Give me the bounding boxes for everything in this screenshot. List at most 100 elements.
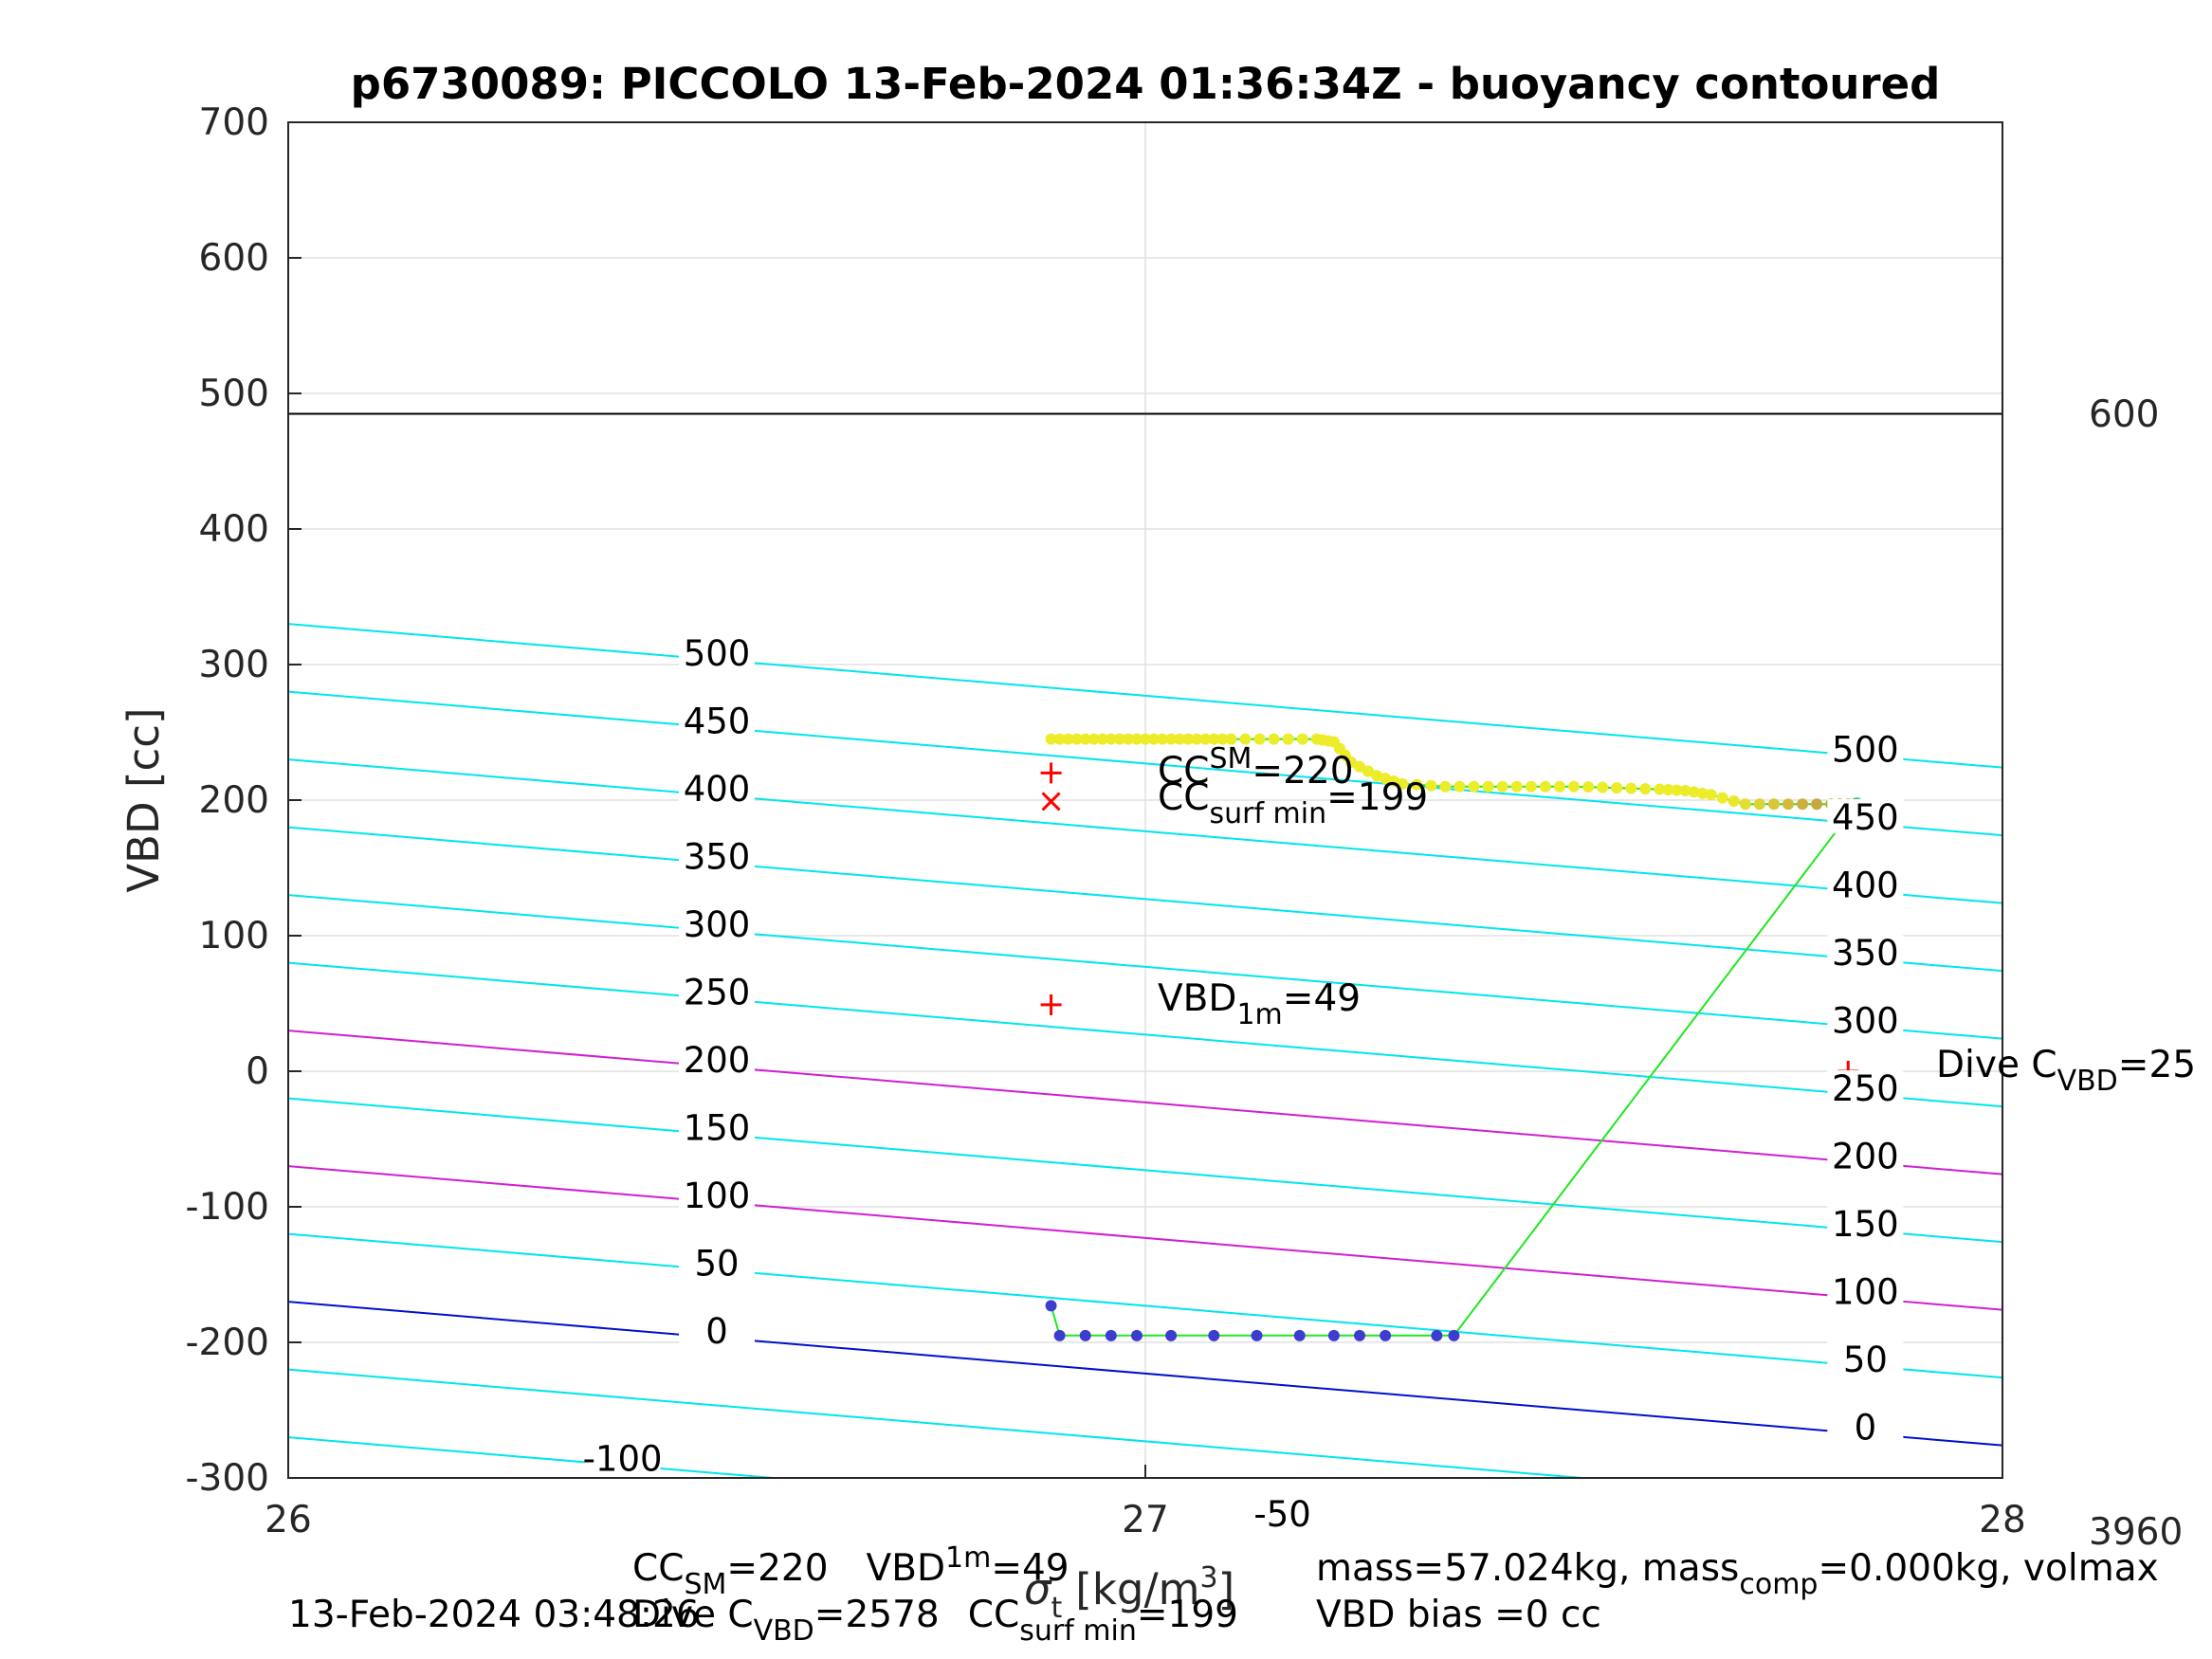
contour-label-right-bg (1827, 935, 1904, 970)
upcast-point (1482, 780, 1494, 793)
footer-line2-dive: Dive CVBD=2578 CCsurf min=199 (632, 1594, 1238, 1648)
upcast-point (1797, 798, 1809, 811)
upcast-point (1662, 784, 1674, 796)
contour-label-left-bg (679, 1312, 755, 1347)
chart-title: p6730089: PICCOLO 13-Feb-2024 01:36:34Z … (351, 59, 1941, 109)
buoyancy-contours (288, 623, 2002, 1478)
contour-label-right-bg (1827, 1138, 1904, 1173)
downcast-point (1045, 1300, 1057, 1312)
upcast-point (1679, 784, 1691, 796)
data-points (1045, 733, 1864, 1341)
contour-label-right-bg (1827, 799, 1904, 834)
upcast-point (1371, 770, 1383, 782)
contour-label-left: 100 (684, 1176, 751, 1216)
downcast-point (1293, 1329, 1306, 1341)
y-tick-label: -300 (185, 1457, 269, 1500)
contour-label-left-bg (679, 770, 755, 805)
upcast-point (1782, 798, 1794, 811)
contour-label-left: 300 (684, 904, 751, 945)
upcast-point (1148, 733, 1161, 745)
downcast-point (1251, 1329, 1263, 1341)
contour-label-right-bg (1827, 1070, 1904, 1105)
x-tick-label: 26 (265, 1499, 312, 1541)
contour-label-right: 0 (1855, 1408, 1877, 1449)
contour-label-left: 450 (684, 701, 751, 741)
contour-label-right: 50 (1843, 1340, 1888, 1380)
y-tick-label: 500 (199, 373, 269, 415)
upcast-point (1282, 733, 1294, 745)
contour-label-left-bg (679, 974, 755, 1009)
contour-label-right: 150 (1832, 1204, 1899, 1245)
footer-line1-right: mass=57.024kg, masscomp=0.000kg, volmax (1316, 1547, 2159, 1601)
downcast-point (1165, 1329, 1178, 1341)
contour-labels: 5004504003503002502001501005005004504003… (583, 633, 1904, 1535)
upcast-point (1296, 733, 1308, 745)
contour-label-left-bg (679, 1176, 755, 1212)
upcast-point (1639, 783, 1652, 795)
cc-surfmin-annotation: CCsurf min=199 (1158, 776, 1428, 830)
upcast-point (1525, 780, 1537, 793)
y-tick-label: 400 (199, 508, 269, 551)
y-tick-label: 0 (246, 1050, 269, 1093)
upcast-point (1568, 780, 1580, 793)
contour-label-left-bg (679, 634, 755, 669)
upcast-point (1753, 798, 1765, 811)
contour-label-left: 500 (684, 633, 751, 674)
upcast-point (1239, 733, 1252, 745)
y-axis-label: VBD [cc] (119, 707, 169, 892)
upcast-point (1225, 733, 1237, 745)
downcast-point (1327, 1329, 1340, 1341)
y-tick-label: 100 (199, 915, 269, 957)
contour-label-right: 500 (1832, 730, 1899, 771)
upcast-point (1208, 733, 1220, 745)
upcast-point (1088, 733, 1100, 745)
contour-label-right: 350 (1832, 933, 1899, 974)
contour-line (288, 894, 2002, 1040)
contour-label-bottom: -100 (583, 1439, 663, 1480)
footer-line2-left: 13-Feb-2024 03:48:26 (288, 1594, 700, 1636)
upcast-point (1611, 782, 1623, 794)
upcast-point (1539, 780, 1551, 793)
y-tick-label: 300 (199, 644, 269, 686)
upcast-point (1397, 777, 1409, 790)
upcast-point (1105, 733, 1117, 745)
contour-label-left-bg (679, 702, 755, 738)
upcast-point (1062, 733, 1074, 745)
contour-label-left: 0 (705, 1311, 728, 1352)
upcast-point (1045, 733, 1057, 745)
upcast-point (1468, 780, 1480, 793)
contour-label-left: 150 (684, 1107, 751, 1148)
contour-label-left-bg (679, 1109, 755, 1144)
upcast-point (1380, 773, 1392, 785)
contour-line (288, 1165, 2002, 1311)
footer-line2-right: VBD bias =0 cc (1316, 1594, 1601, 1636)
contour-label-right-bg (1827, 1002, 1904, 1037)
contour-label-right-bg (1827, 1409, 1904, 1444)
downcast-point (1448, 1329, 1460, 1341)
contour-label-left: 400 (684, 769, 751, 810)
upcast-point (1696, 787, 1709, 799)
upcast-point (1411, 778, 1423, 791)
x-axis-label: σt [kg/m3] (1024, 1561, 1234, 1625)
upcast-point (1344, 756, 1357, 768)
upcast-point (1362, 765, 1375, 777)
contour-label-right: 250 (1832, 1068, 1899, 1109)
contour-label-left: 350 (684, 836, 751, 877)
downcast-point (1079, 1329, 1091, 1341)
contour-label-right: 450 (1832, 797, 1899, 838)
contour-line (288, 1368, 1594, 1478)
upcast-point (1453, 780, 1466, 793)
contour-line (288, 826, 2002, 973)
upcast-point (1199, 733, 1212, 745)
contour-label-left-bg (679, 1041, 755, 1076)
contour-label-right-bg (1827, 1206, 1904, 1241)
contour-line (288, 1301, 2002, 1447)
dive-c-annotation: Dive CVBD=25 (1936, 1044, 2196, 1098)
contour-label-right: 400 (1832, 866, 1899, 906)
contour-line (288, 690, 2002, 837)
cc-sm-annotation: CCSM=220 (1158, 742, 1354, 793)
downcast-point (1208, 1329, 1220, 1341)
upcast-point (1510, 780, 1523, 793)
